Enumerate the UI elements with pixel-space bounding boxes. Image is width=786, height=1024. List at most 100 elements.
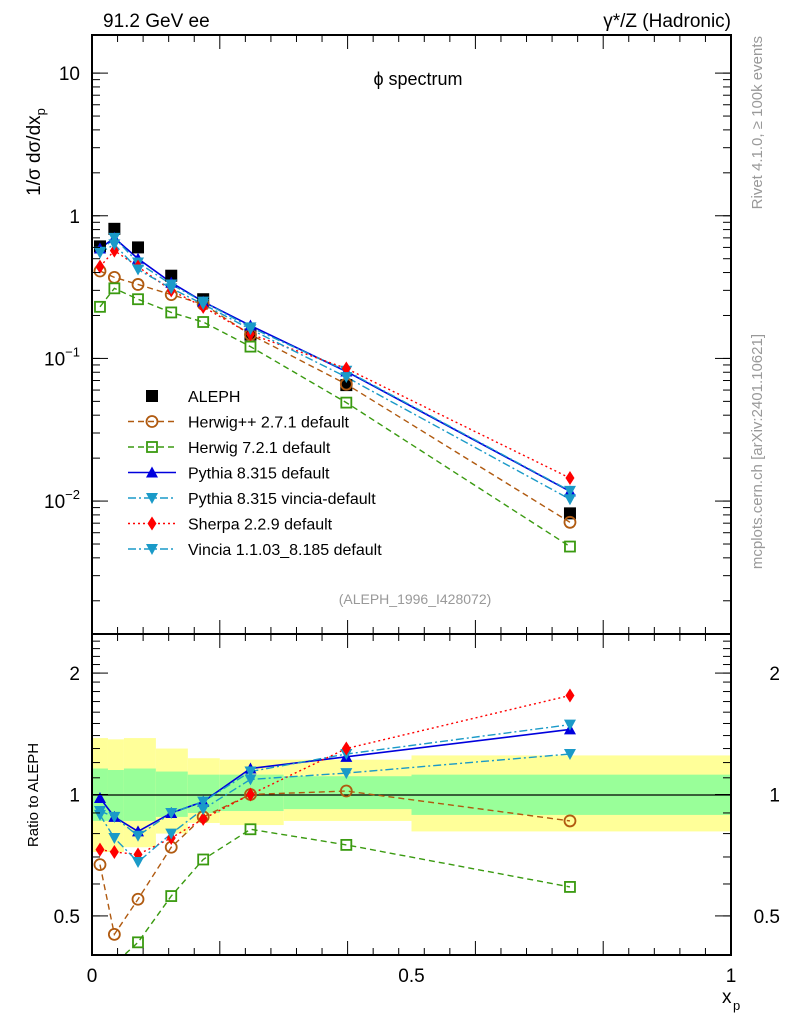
data-point-herwig-7-2-1-default (340, 396, 353, 409)
ratio-point-sherpa-2-2-9-default (341, 741, 351, 756)
legend-marker (146, 544, 158, 555)
data-point-vincia-1-1-03-8-185-default (197, 299, 210, 311)
ratio-point-herwig-2-7-1-default (339, 784, 353, 798)
y-tick-label-exp: −2 (65, 487, 80, 502)
legend-marker (146, 493, 158, 504)
legend-item-aleph: ALEPH (146, 389, 240, 406)
header-left: 91.2 GeV ee (103, 11, 210, 32)
data-point-herwig-2-7-1-default (563, 515, 577, 529)
ratio-point-herwig-7-2-1-default (564, 881, 576, 893)
ratio-line-herwig-2-7-1-default (99, 790, 571, 937)
ratio-point-vincia-1-1-03-8-185-default (563, 749, 576, 761)
series-line-herwig-7-2-1-default (99, 287, 571, 548)
y-tick-label-base: 10 (44, 349, 65, 370)
data-point-herwig-7-2-1-default (197, 316, 210, 328)
header-right: γ*/Z (Hadronic) (603, 11, 731, 32)
legend-item-vincia-1-1-03-8-185-default: Vincia 1.1.03_8.185 default (128, 542, 382, 559)
side-text-mcplots: mcplots.cern.ch [arXiv:2401.10621] (749, 334, 766, 569)
legend-marker (146, 466, 158, 478)
legend-item-pythia-8-315-vincia-default: Pythia 8.315 vincia-default (128, 491, 376, 508)
y-tick-label: 10−2 (44, 487, 80, 513)
data-point-herwig-7-2-1-default (244, 340, 257, 353)
side-text-rivet: Rivet 4.1.0, ≥ 100k events (749, 36, 766, 209)
ylabel-norm: 1/σ dσ/dx (24, 115, 45, 196)
ratio-point-vincia-1-1-03-8-185-default (244, 774, 257, 786)
data-point-vincia-1-1-03-8-185-default (563, 494, 576, 506)
ratio-point-pythia-8-315-vincia-default (563, 719, 576, 731)
y-tick-label: 1 (69, 207, 80, 228)
plot-title: ϕ spectrum (373, 69, 462, 89)
legend-item-herwig-7-2-1-default: Herwig 7.2.1 default (128, 440, 331, 457)
xlabel-x: x (722, 987, 732, 1008)
legend-label: Pythia 8.315 default (188, 466, 330, 483)
legend-marker (147, 516, 157, 531)
legend-item-herwig-2-7-1-default: Herwig++ 2.7.1 default (128, 415, 350, 432)
xlabel-sub: p (733, 998, 740, 1013)
data-point-vincia-1-1-03-8-185-default (340, 372, 353, 384)
series-line-pythia-8-315-vincia-default (99, 236, 571, 492)
y-tick-label-base: 10 (44, 492, 65, 513)
data-point-herwig-2-7-1-default (131, 278, 145, 291)
data-point-aleph (165, 269, 178, 282)
ylabel-sub: p (33, 108, 48, 115)
ratio-point-herwig-2-7-1-default (563, 814, 577, 828)
main-ylabel: 1/σ dσ/dxp (24, 108, 48, 196)
y-tick-label: 10 (59, 64, 80, 85)
data-point-vincia-1-1-03-8-185-default (93, 247, 106, 259)
ratio-point-herwig-2-7-1-default (93, 858, 107, 872)
ratio-y-tick-label-right: 0.5 (754, 907, 780, 928)
legend-label: Herwig 7.2.1 default (188, 440, 331, 457)
ratio-point-vincia-1-1-03-8-185-default (108, 833, 121, 845)
ratio-point-sherpa-2-2-9-default (198, 811, 208, 826)
xlabel: x p (722, 987, 740, 1013)
ratio-point-herwig-7-2-1-default (109, 959, 119, 969)
data-point-aleph (108, 222, 121, 235)
data-point-sherpa-2-2-9-default (109, 243, 119, 258)
ratio-point-sherpa-2-2-9-default (109, 845, 119, 860)
ratio-point-pythia-8-315-default (93, 792, 106, 804)
legend: ALEPH Herwig++ 2.7.1 default Herwig 7.2.1 … (128, 389, 382, 559)
data-point-vincia-1-1-03-8-185-default (132, 264, 145, 276)
data-point-aleph (563, 507, 576, 520)
x-tick-label: 0.5 (398, 966, 424, 987)
ratio-point-sherpa-2-2-9-default (95, 842, 105, 857)
ratio-point-sherpa-2-2-9-default (245, 787, 255, 802)
data-point-pythia-8-315-vincia-default (563, 485, 576, 497)
ratio-y-tick-label-right: 2 (769, 664, 780, 685)
legend-label: ALEPH (188, 389, 240, 406)
ratio-point-herwig-7-2-1-default (244, 823, 257, 836)
ratio-point-pythia-8-315-vincia-default (165, 807, 178, 819)
ratio-point-pythia-8-315-vincia-default (197, 796, 210, 808)
data-point-vincia-1-1-03-8-185-default (108, 239, 121, 251)
ratio-y-tick-label-left: 1 (69, 786, 80, 807)
ratio-ylabel: Ratio to ALEPH (25, 743, 42, 847)
x-tick-label: 0 (87, 966, 98, 987)
legend-item-pythia-8-315-default: Pythia 8.315 default (128, 466, 330, 483)
ratio-point-herwig-7-2-1-default (165, 890, 178, 902)
series-line-herwig-2-7-1-default (99, 270, 571, 523)
legend-item-sherpa-2-2-9-default: Sherpa 2.2.9 default (128, 516, 333, 534)
data-point-sherpa-2-2-9-default (341, 361, 351, 376)
x-tick-label: 1 (726, 966, 737, 987)
y-tick-label: 10−1 (44, 344, 80, 370)
data-point-herwig-7-2-1-default (564, 540, 576, 553)
data-point-herwig-7-2-1-default (108, 282, 121, 295)
analysis-annotation: (ALEPH_1996_I428072) (339, 591, 492, 607)
svg-text:1/σ dσ/dxp: 1/σ dσ/dxp (24, 108, 48, 196)
ratio-point-herwig-7-2-1-default (132, 936, 144, 949)
uncertainty-band-inner (283, 776, 412, 810)
data-point-sherpa-2-2-9-default (95, 259, 105, 274)
legend-label: Pythia 8.315 vincia-default (188, 491, 376, 508)
legend-marker (145, 415, 159, 428)
series-line-sherpa-2-2-9-default (99, 249, 571, 479)
ratio-point-sherpa-2-2-9-default (565, 688, 575, 703)
ratio-point-pythia-8-315-vincia-default (132, 830, 145, 842)
data-point-herwig-7-2-1-default (165, 306, 178, 319)
ratio-point-pythia-8-315-vincia-default (108, 811, 121, 823)
ratio-point-pythia-8-315-vincia-default (244, 766, 257, 778)
ratio-line-herwig-7-2-1-default (123, 828, 571, 955)
data-point-herwig-7-2-1-default (132, 293, 144, 306)
legend-marker (146, 390, 158, 402)
